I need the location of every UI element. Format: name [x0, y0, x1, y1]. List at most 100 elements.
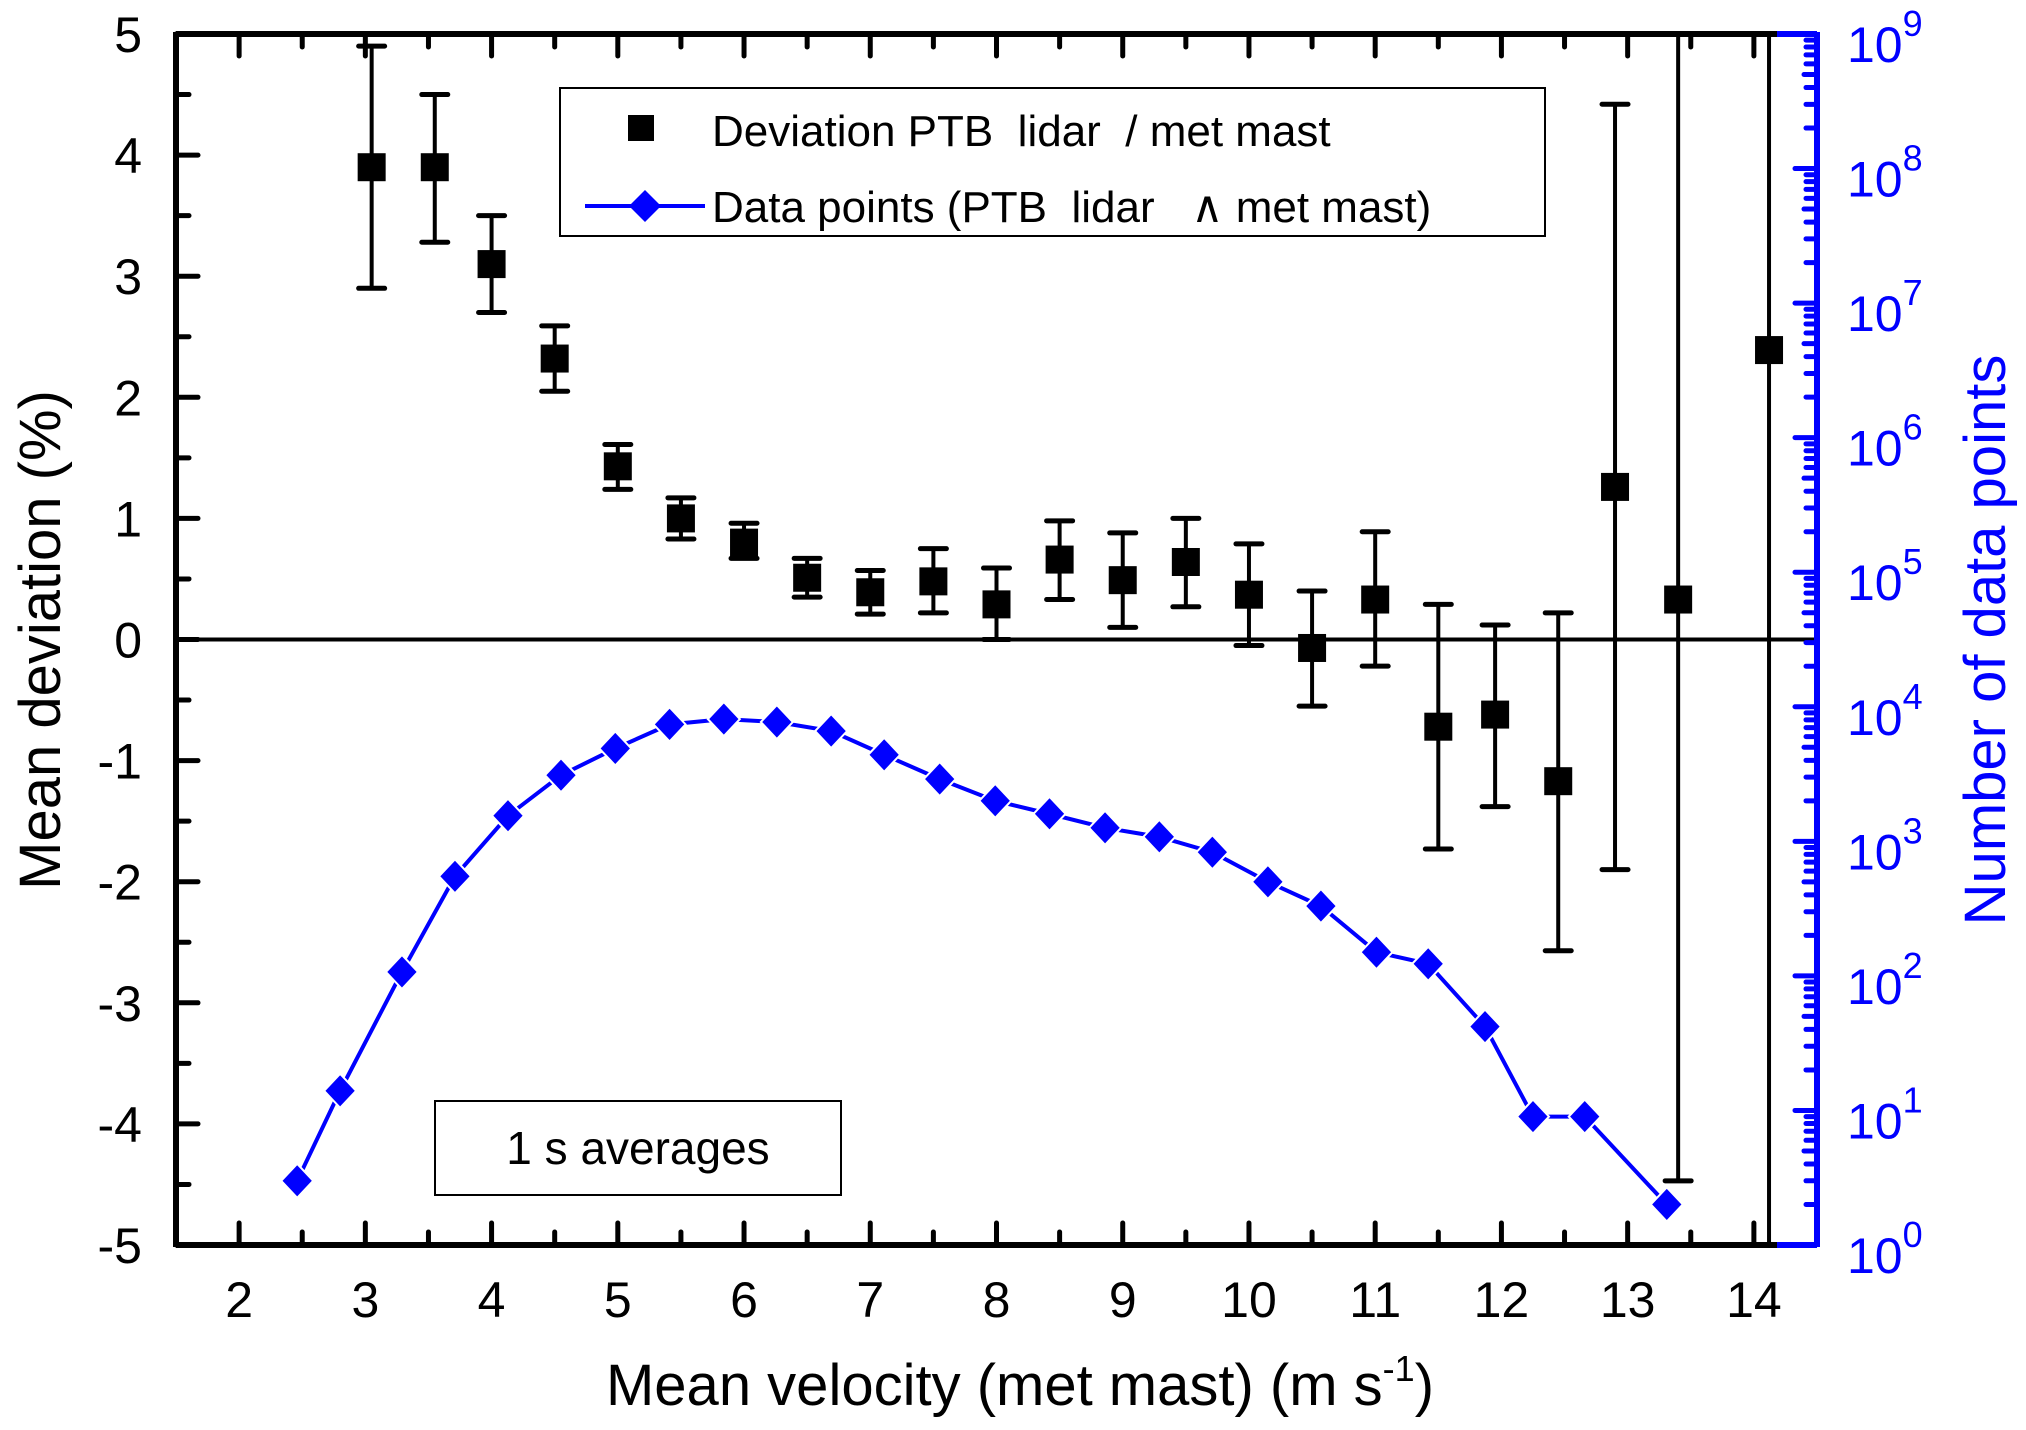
y-tick-label: 2 [114, 370, 142, 426]
annotation-box [434, 1100, 842, 1196]
deviation-point [1664, 585, 1693, 614]
data-points-marker [384, 953, 420, 991]
legend-diamond-marker [629, 190, 661, 222]
data-points-marker [543, 756, 579, 794]
data-points-marker [759, 703, 795, 741]
x-tick-label: 6 [730, 1272, 758, 1328]
legend-square-marker [628, 115, 654, 141]
y-right-tick-label: 103 [1847, 810, 1923, 880]
y-right-tick-label: 101 [1847, 1079, 1923, 1149]
data-points-marker [1194, 833, 1230, 871]
x-tick-label: 7 [856, 1272, 884, 1328]
data-points-marker [1649, 1186, 1685, 1223]
y-tick-label: 1 [114, 491, 142, 547]
legend-box [559, 87, 1546, 237]
data-points-marker [597, 730, 633, 767]
y-tick-label: 5 [114, 7, 142, 63]
x-axis-title-close: ) [1415, 1353, 1434, 1418]
deviation-point [1755, 336, 1784, 365]
x-tick-label: 14 [1726, 1272, 1782, 1328]
y-right-tick-label: 108 [1847, 138, 1923, 208]
data-points-marker [322, 1072, 358, 1110]
deviation-point [1171, 547, 1200, 576]
legend-label-deviation: Deviation PTB lidar / met mast [712, 107, 1331, 156]
data-points-marker [652, 705, 687, 743]
x-tick-labels: 2 3 4 5 6 7 8 9 10 11 12 13 14 [225, 1272, 1781, 1328]
deviation-point [982, 590, 1011, 619]
annotation-text: 1 s averages [506, 1122, 769, 1174]
data-points-marker [706, 700, 742, 738]
x-tick-label: 13 [1600, 1272, 1656, 1328]
axes [173, 31, 1820, 1248]
y-tick-label: -5 [98, 1218, 142, 1274]
y-right-tick-label: 105 [1847, 541, 1923, 611]
deviation-point [1234, 580, 1263, 609]
y-tick-label: 3 [114, 249, 142, 305]
y-tick-label: -1 [98, 734, 142, 790]
y-right-tick-labels: 100 101 102 103 104 105 106 107 108 109 [1847, 3, 1923, 1284]
y-axis-title: Mean deviation (%) [8, 390, 73, 890]
data-points-marker [1359, 933, 1394, 971]
data-points-marker [1303, 887, 1339, 925]
data-points-marker [922, 760, 958, 798]
legend: Deviation PTB lidar / met mast Data poin… [559, 87, 1546, 237]
x-tick-label: 12 [1474, 1272, 1530, 1328]
deviation-point [730, 528, 759, 557]
x-tick-label: 10 [1221, 1272, 1277, 1328]
data-points-marker [1515, 1098, 1551, 1136]
x-tick-label: 11 [1349, 1272, 1401, 1328]
y-right-tick-label: 102 [1847, 945, 1923, 1015]
deviation-point [1045, 545, 1074, 574]
y-right-tick-label: 107 [1847, 272, 1923, 342]
data-points-marker [1032, 795, 1067, 833]
x-tick-label: 9 [1109, 1272, 1137, 1328]
annotation: 1 s averages [434, 1100, 842, 1196]
data-points-marker [866, 736, 902, 774]
deviation-point [1108, 566, 1137, 595]
deviation-point [357, 153, 386, 182]
x-tick-label: 4 [478, 1272, 506, 1328]
x-tick-label: 5 [604, 1272, 632, 1328]
data-points-series [279, 700, 1685, 1223]
x-tick-label: 2 [225, 1272, 253, 1328]
deviation-point [540, 344, 569, 373]
deviation-point [1601, 472, 1630, 501]
data-points-marker [1410, 945, 1446, 983]
y-right-tick-label: 104 [1847, 676, 1923, 746]
y-tick-labels: 5 4 3 2 1 0 -1 -2 -3 -4 -5 [98, 7, 142, 1274]
deviation-point [1298, 633, 1327, 662]
y-right-tick-label: 109 [1847, 3, 1923, 73]
y-tick-label: -3 [98, 976, 142, 1032]
deviation-point [477, 250, 506, 279]
data-points-marker [977, 782, 1013, 820]
x-axis-title-superscript: -1 [1383, 1348, 1415, 1389]
data-points-marker [490, 797, 526, 835]
x-axis-title: Mean velocity (met mast) (m s-1) [606, 1348, 1434, 1418]
y-tick-label: -2 [98, 855, 142, 911]
data-points-marker [813, 712, 849, 750]
x-tick-label: 3 [351, 1272, 379, 1328]
y-tick-label: 4 [114, 128, 142, 184]
deviation-point [856, 578, 885, 607]
y-tick-label: 0 [114, 613, 142, 669]
deviation-point [919, 567, 948, 596]
deviation-point [1361, 585, 1390, 614]
y-right-tick-label: 106 [1847, 407, 1923, 477]
deviation-point [1424, 712, 1453, 741]
data-points-marker [1467, 1008, 1503, 1046]
x-tick-label: 8 [983, 1272, 1011, 1328]
data-points-marker [1141, 818, 1177, 856]
legend-label-data-points: Data points (PTB lidar ∧ met mast) [712, 183, 1431, 232]
y-right-axis-title: Number of data points [1953, 355, 2018, 926]
deviation-series [357, 153, 1784, 796]
data-points-marker [1087, 809, 1123, 847]
y-right-tick-label: 100 [1847, 1214, 1923, 1284]
deviation-point [666, 504, 695, 533]
deviation-point [420, 153, 449, 182]
data-points-marker [1250, 863, 1286, 901]
deviation-point [1481, 700, 1510, 729]
data-points-marker [1567, 1098, 1603, 1136]
data-points-marker [279, 1162, 315, 1200]
data-points-marker [437, 857, 473, 895]
